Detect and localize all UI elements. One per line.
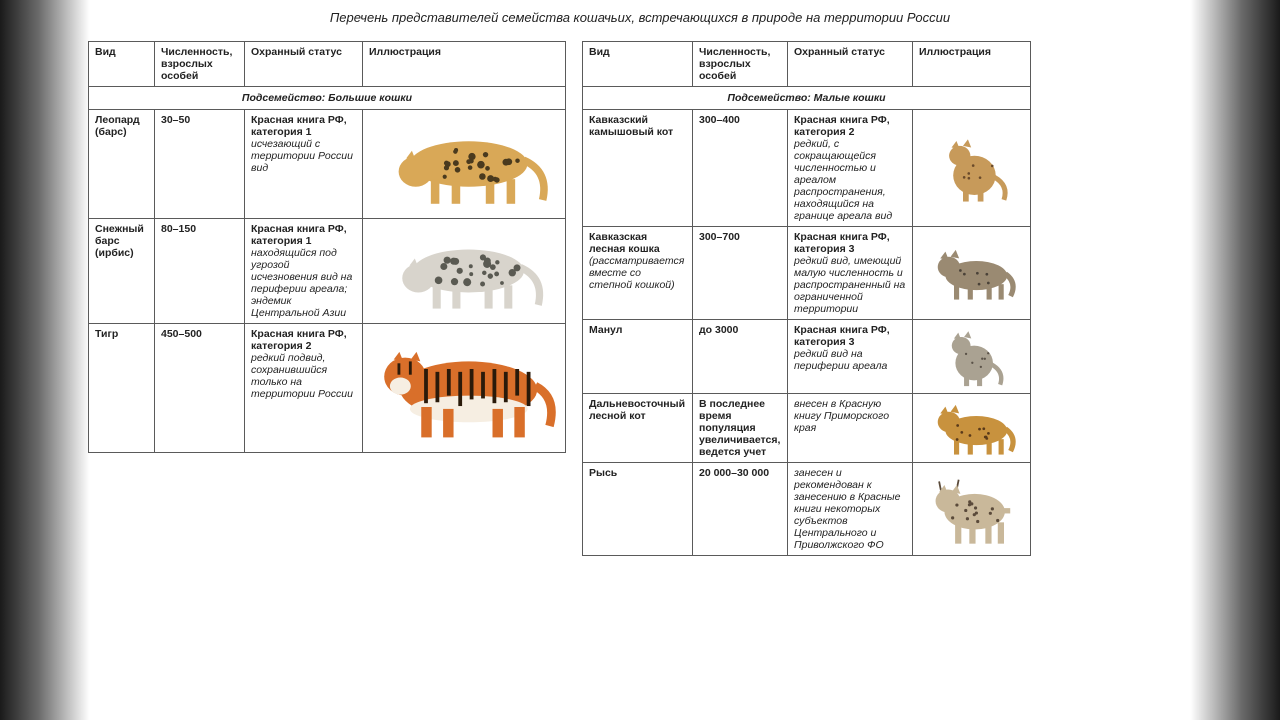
cell-status: Красная книга РФ, категория 3редкий вид,…	[788, 227, 913, 320]
table-big-cats: Вид Численность, взрослых особей Охранны…	[88, 41, 566, 453]
cell-illustration	[363, 110, 566, 219]
cell-count: 300–400	[693, 110, 788, 227]
cell-illustration	[913, 320, 1031, 394]
table-row: Кавказский камышовый кот 300–400 Красная…	[583, 110, 1031, 227]
cell-species: Дальневосточный лесной кот	[583, 394, 693, 463]
cell-species: Кавказский камышовый кот	[583, 110, 693, 227]
cell-count: 20 000–30 000	[693, 463, 788, 556]
th-illustration: Иллюстрация	[913, 42, 1031, 87]
table-row: Леопард (барс) 30–50 Красная книга РФ, к…	[89, 110, 566, 219]
page-title: Перечень представителей семейства кошачь…	[88, 10, 1192, 25]
cell-count: 30–50	[155, 110, 245, 219]
cell-species: Снежный барс (ирбис)	[89, 219, 155, 324]
cell-species: Манул	[583, 320, 693, 394]
cell-species: Леопард (барс)	[89, 110, 155, 219]
cell-illustration	[913, 110, 1031, 227]
th-status: Охранный статус	[245, 42, 363, 87]
cell-illustration	[913, 394, 1031, 463]
th-count: Численность, взрослых особей	[155, 42, 245, 87]
table-small-cats: Вид Численность, взрослых особей Охранны…	[582, 41, 1031, 556]
cell-status: Красная книга РФ, категория 1находящийся…	[245, 219, 363, 324]
cell-status: занесен и рекомендован к занесению в Кра…	[788, 463, 913, 556]
th-status: Охранный статус	[788, 42, 913, 87]
cell-status: Красная книга РФ, категория 1исчезающий …	[245, 110, 363, 219]
cell-species: Рысь	[583, 463, 693, 556]
tables-wrap: Вид Численность, взрослых особей Охранны…	[88, 41, 1192, 556]
cell-status: Красная книга РФ, категория 2редкий подв…	[245, 324, 363, 453]
table-row: Рысь 20 000–30 000 занесен и рекомендова…	[583, 463, 1031, 556]
cell-count: до 3000	[693, 320, 788, 394]
subfamily-row: Подсемейство: Малые кошки	[583, 87, 1031, 110]
header-row: Вид Численность, взрослых особей Охранны…	[583, 42, 1031, 87]
cell-illustration	[363, 219, 566, 324]
cell-count: 300–700	[693, 227, 788, 320]
table-row: Тигр 450–500 Красная книга РФ, категория…	[89, 324, 566, 453]
cell-count: 450–500	[155, 324, 245, 453]
th-count: Численность, взрослых особей	[693, 42, 788, 87]
th-species: Вид	[583, 42, 693, 87]
table-row: Кавказская лесная кошка(рассматривается …	[583, 227, 1031, 320]
subfamily-label: Подсемейство: Малые кошки	[583, 87, 1031, 110]
table-row: Снежный барс (ирбис) 80–150 Красная книг…	[89, 219, 566, 324]
th-species: Вид	[89, 42, 155, 87]
cell-illustration	[363, 324, 566, 453]
subfamily-row: Подсемейство: Большие кошки	[89, 87, 566, 110]
cell-status: внесен в Красную книгу Приморского края	[788, 394, 913, 463]
cell-species: Кавказская лесная кошка(рассматривается …	[583, 227, 693, 320]
cell-status: Красная книга РФ, категория 2редкий, с с…	[788, 110, 913, 227]
table-row: Дальневосточный лесной кот В последнее в…	[583, 394, 1031, 463]
table-row: Манул до 3000 Красная книга РФ, категори…	[583, 320, 1031, 394]
cell-illustration	[913, 463, 1031, 556]
header-row: Вид Численность, взрослых особей Охранны…	[89, 42, 566, 87]
cell-count: 80–150	[155, 219, 245, 324]
cell-species: Тигр	[89, 324, 155, 453]
cell-illustration	[913, 227, 1031, 320]
subfamily-label: Подсемейство: Большие кошки	[89, 87, 566, 110]
th-illustration: Иллюстрация	[363, 42, 566, 87]
cell-count: В последнее время популяция увеличиваетс…	[693, 394, 788, 463]
cell-status: Красная книга РФ, категория 3редкий вид …	[788, 320, 913, 394]
